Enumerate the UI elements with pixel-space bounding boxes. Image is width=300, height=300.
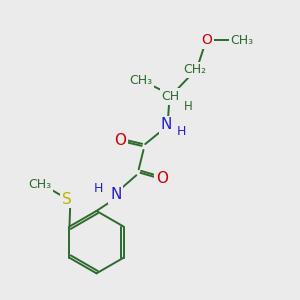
Text: O: O [114,133,126,148]
Text: N: N [110,187,122,202]
Text: H: H [184,100,193,113]
Text: CH₃: CH₃ [28,178,52,191]
Text: O: O [156,171,168,186]
Text: N: N [161,117,172,132]
Text: O: O [201,33,212,47]
Text: CH₃: CH₃ [231,34,254,46]
Text: H: H [93,182,103,194]
Text: CH₃: CH₃ [130,74,153,87]
Text: S: S [62,191,72,206]
Text: H: H [176,125,186,138]
Text: CH: CH [162,90,180,103]
Text: CH₂: CH₂ [183,63,206,76]
